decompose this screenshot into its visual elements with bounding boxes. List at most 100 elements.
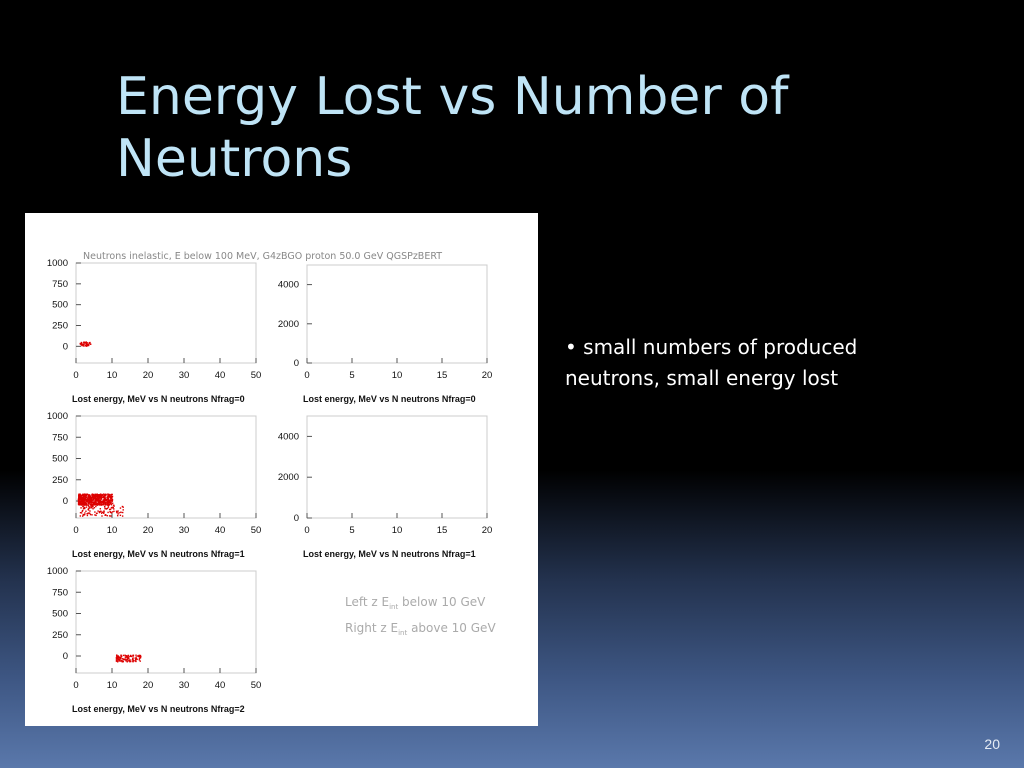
data-point [111, 511, 114, 513]
data-point [111, 493, 113, 496]
data-point [135, 660, 137, 663]
y-tick-label: 500 [52, 300, 68, 311]
data-point [81, 344, 84, 346]
data-point [86, 514, 89, 517]
data-point [90, 504, 92, 506]
data-point [81, 502, 84, 505]
data-point [82, 343, 85, 346]
y-tick-label: 1000 [47, 258, 68, 269]
data-point [80, 500, 82, 503]
data-point [93, 493, 95, 496]
data-point [89, 513, 92, 516]
data-point [99, 500, 101, 502]
data-point [97, 500, 99, 502]
data-point [124, 655, 126, 657]
x-tick-label: 40 [215, 370, 226, 381]
data-point [103, 510, 105, 512]
y-tick-label: 0 [63, 651, 68, 662]
data-point [99, 501, 102, 504]
data-point [96, 497, 99, 499]
data-point [122, 658, 125, 660]
data-point [124, 658, 126, 661]
y-tick-label: 1000 [47, 566, 68, 577]
data-point [84, 495, 87, 498]
data-point [106, 494, 108, 496]
data-point [89, 507, 91, 509]
data-point [108, 515, 111, 517]
data-point [100, 503, 103, 506]
data-point [107, 497, 109, 499]
data-point [105, 502, 108, 504]
data-point [107, 499, 109, 502]
data-point [95, 495, 97, 498]
data-point [120, 660, 122, 662]
data-point [128, 656, 130, 658]
data-point [98, 501, 100, 504]
data-point [89, 341, 91, 344]
data-point [91, 499, 94, 501]
data-point [81, 497, 84, 499]
data-point [115, 657, 118, 659]
data-point [107, 511, 109, 514]
data-point [100, 495, 102, 497]
data-point [79, 497, 82, 500]
data-point [103, 496, 105, 499]
y-tick-label: 750 [52, 279, 68, 290]
data-point [116, 657, 118, 660]
x-tick-label: 15 [437, 370, 448, 381]
data-point [85, 496, 87, 499]
scatter-plot-3: 0 5 10 15 20 0 2000 4000 Lost energy, MeV vs N n… [278, 415, 492, 559]
bullet-text: • small numbers of produced neutrons, sm… [565, 335, 858, 390]
y-tick-label: 250 [52, 475, 68, 486]
data-point [93, 501, 95, 503]
data-point [82, 506, 85, 508]
data-point [104, 499, 107, 502]
data-point [110, 512, 113, 514]
data-point [87, 344, 90, 346]
data-point [119, 657, 121, 660]
data-point [103, 505, 106, 507]
data-point [117, 655, 119, 657]
data-point [116, 661, 119, 663]
slide-title: Energy Lost vs Number of Neutrons [116, 67, 789, 189]
data-point [107, 498, 110, 501]
data-point [125, 660, 127, 662]
data-point [78, 497, 80, 500]
data-point [83, 504, 86, 506]
data-point [121, 658, 124, 660]
data-point [104, 495, 107, 497]
data-point [93, 495, 95, 498]
data-point [105, 500, 108, 502]
data-point [101, 515, 103, 517]
data-point [84, 502, 86, 505]
y-tick-label: 500 [52, 454, 68, 465]
y-tick-label: 0 [63, 341, 68, 352]
data-point [138, 659, 140, 661]
data-point [80, 512, 83, 514]
data-point [84, 502, 87, 504]
x-tick-label: 15 [437, 525, 448, 536]
data-point [88, 494, 91, 496]
data-point [82, 501, 85, 504]
data-point [134, 658, 137, 661]
data-point [89, 497, 92, 499]
data-point [85, 342, 87, 344]
data-point [111, 502, 114, 504]
data-point [92, 497, 95, 499]
data-point [77, 502, 80, 504]
data-point [104, 497, 106, 500]
data-point [120, 654, 122, 657]
data-point [105, 493, 107, 495]
data-point [87, 494, 89, 497]
data-point [84, 497, 87, 500]
data-point [102, 499, 105, 501]
data-point [82, 505, 84, 508]
data-point [122, 509, 124, 511]
data-point [105, 498, 107, 501]
data-point [78, 493, 81, 496]
data-point [107, 500, 109, 503]
y-tick-label: 0 [63, 496, 68, 507]
data-point [106, 498, 109, 501]
data-point [129, 655, 132, 657]
data-point [83, 495, 85, 497]
